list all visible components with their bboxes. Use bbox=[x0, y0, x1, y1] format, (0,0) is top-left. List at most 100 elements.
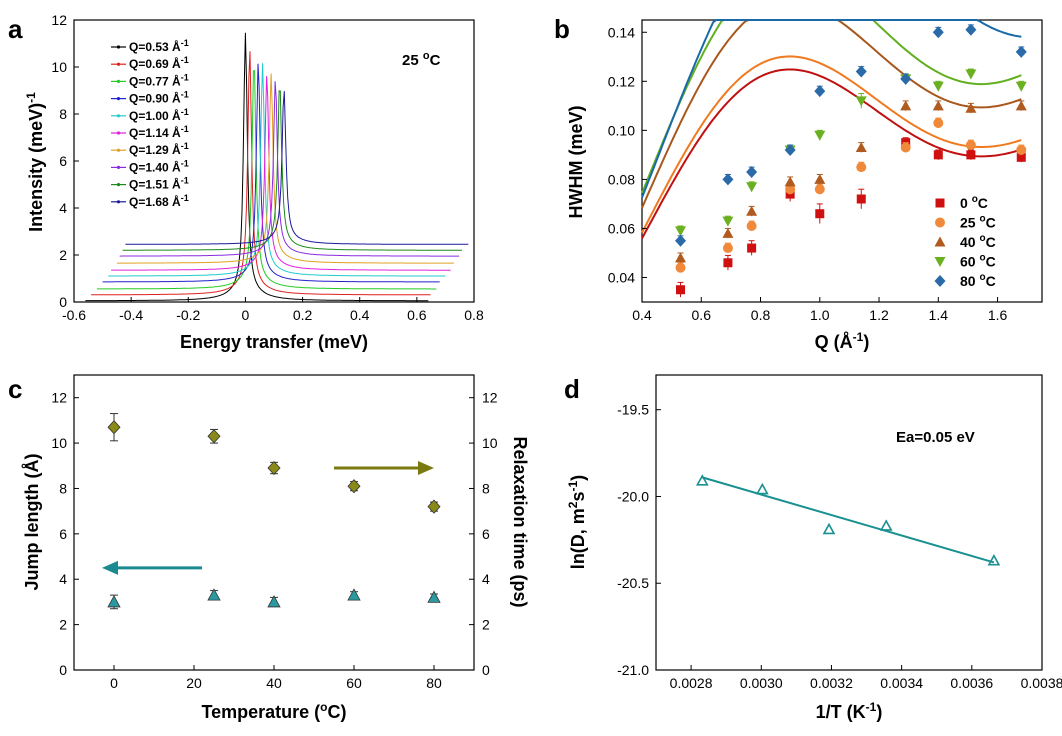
series-line bbox=[119, 81, 460, 257]
y-tick-label: 8 bbox=[482, 480, 490, 496]
x-tick-label: 0.0028 bbox=[670, 675, 713, 691]
fit-curve bbox=[641, 19, 1022, 198]
panel-c-points bbox=[107, 413, 441, 610]
legend-marker bbox=[934, 236, 946, 247]
data-point bbox=[855, 65, 867, 78]
x-tick-label: -0.2 bbox=[176, 307, 200, 323]
panel-d-points bbox=[695, 474, 1001, 566]
data-point bbox=[722, 216, 734, 227]
fit-line bbox=[702, 476, 995, 564]
panel-c-x-ticks: 0 20 40 60 80 bbox=[110, 665, 442, 691]
panel-b-fit-curves bbox=[641, 19, 1022, 239]
y-tick-label: 12 bbox=[51, 390, 67, 406]
panel-d-y-ticks: -21.0 -20.5 -20.0 -19.5 bbox=[617, 402, 661, 678]
legend-label: 60 oC bbox=[960, 253, 996, 270]
y-tick-label: 6 bbox=[482, 526, 490, 542]
data-point bbox=[822, 522, 836, 535]
data-point bbox=[879, 519, 893, 531]
series-line bbox=[108, 63, 446, 277]
x-tick-label: 0.0038 bbox=[1021, 675, 1062, 691]
data-point bbox=[1015, 81, 1027, 92]
y-tick-label: 0.04 bbox=[608, 269, 635, 285]
series-line bbox=[111, 76, 451, 271]
panel-b-letter: b bbox=[554, 14, 570, 44]
x-tick-label: 0 bbox=[242, 307, 250, 323]
series-line bbox=[102, 63, 440, 283]
panel-a-annotation: 25 oC bbox=[402, 50, 441, 69]
data-point bbox=[1015, 100, 1027, 111]
data-point bbox=[675, 252, 687, 263]
x-tick-label: -0.6 bbox=[62, 307, 86, 323]
panel-d-annotation: Ea=0.05 eV bbox=[896, 429, 975, 446]
panel-c-chart: 0 20 40 60 80 0 2 4 6 8 10 12 0 2 4 6 8 10 12 Temperatur… bbox=[22, 374, 530, 722]
legend-label: 25 oC bbox=[960, 214, 996, 231]
data-point bbox=[722, 227, 734, 238]
panel-a-y-axis-label: Intensity (meV)-1 bbox=[24, 92, 46, 232]
x-tick-label: -0.4 bbox=[119, 307, 143, 323]
legend-marker bbox=[116, 45, 121, 49]
x-tick-label: 0.0030 bbox=[740, 675, 783, 691]
x-tick-label: 0.6 bbox=[692, 307, 712, 323]
data-point bbox=[814, 184, 825, 195]
panel-c-x-axis-label: Temperature (oC) bbox=[201, 700, 346, 722]
panel-b-y-axis-label: HWHM (meV) bbox=[566, 106, 586, 219]
legend-label: Q=1.29 Å-1 bbox=[129, 141, 189, 157]
legend-marker bbox=[116, 131, 121, 135]
panel-a-x-axis-label: Energy transfer (meV) bbox=[180, 332, 368, 352]
y-tick-label: 4 bbox=[59, 200, 67, 216]
panel-c-letter: c bbox=[8, 374, 22, 404]
y-tick-label: 8 bbox=[59, 106, 67, 122]
data-point bbox=[933, 117, 944, 128]
data-point bbox=[347, 588, 361, 601]
panel-d-chart: 0.0028 0.0030 0.0032 0.0034 0.0036 0.0038 -21… bbox=[566, 374, 1062, 722]
y-tick-label: 0 bbox=[482, 662, 490, 678]
panel-a-letter: a bbox=[8, 14, 23, 44]
data-point bbox=[932, 26, 944, 39]
data-point bbox=[746, 166, 758, 179]
x-tick-label: 0.8 bbox=[464, 307, 484, 323]
data-point bbox=[722, 243, 733, 254]
x-tick-label: 1.6 bbox=[988, 307, 1008, 323]
y-tick-label: 2 bbox=[59, 247, 67, 263]
panel-b-chart: 0.4 0.6 0.8 1.0 1.2 1.4 1.6 0.040.060.080.100.… bbox=[566, 19, 1043, 352]
legend-label: Q=0.53 Å-1 bbox=[129, 38, 189, 54]
legend-marker bbox=[935, 198, 945, 208]
data-point bbox=[855, 142, 867, 153]
legend-marker bbox=[116, 114, 121, 118]
x-tick-label: 0.4 bbox=[350, 307, 370, 323]
panel-a-chart: -0.6 -0.4 -0.2 0 0.2 0.4 0.6 0.8 0 2 4 6 8 10 12 Q=0.… bbox=[24, 12, 484, 352]
fit-curve bbox=[641, 55, 1022, 234]
legend-marker bbox=[934, 257, 946, 267]
y-tick-label: 2 bbox=[482, 617, 490, 633]
legend-marker bbox=[116, 183, 121, 187]
y-tick-label: 6 bbox=[59, 526, 67, 542]
legend-label: 40 oC bbox=[960, 233, 996, 250]
data-point bbox=[932, 100, 944, 111]
data-point bbox=[1016, 144, 1027, 155]
x-tick-label: 0.0036 bbox=[950, 675, 993, 691]
panel-b-x-ticks: 0.4 0.6 0.8 1.0 1.2 1.4 1.6 bbox=[632, 297, 1007, 323]
series-line bbox=[125, 91, 469, 245]
left-arrow-head bbox=[102, 560, 118, 575]
legend-label: Q=0.69 Å-1 bbox=[129, 55, 189, 71]
x-tick-label: 1.4 bbox=[929, 307, 949, 323]
data-point bbox=[965, 140, 976, 151]
legend-label: Q=1.14 Å-1 bbox=[129, 124, 189, 140]
data-point bbox=[932, 81, 944, 92]
panel-d-fit-line bbox=[702, 476, 995, 564]
x-tick-label: 1.0 bbox=[810, 307, 830, 323]
data-point bbox=[900, 142, 911, 153]
panel-c-y-ticks-right: 0 2 4 6 8 10 12 bbox=[469, 390, 498, 678]
panel-a-legend: Q=0.53 Å-1Q=0.69 Å-1Q=0.77 Å-1 Q=0.90 Å-1… bbox=[111, 38, 189, 209]
x-tick-label: 0.2 bbox=[293, 307, 313, 323]
data-point bbox=[722, 173, 734, 186]
y-tick-label: 10 bbox=[482, 435, 498, 451]
legend-label: Q=1.68 Å-1 bbox=[129, 193, 189, 209]
data-point bbox=[987, 554, 1001, 566]
y-tick-label: 10 bbox=[51, 435, 67, 451]
legend-label: 80 oC bbox=[960, 272, 996, 289]
legend-label: Q=1.51 Å-1 bbox=[129, 176, 189, 192]
y-tick-label: -20.5 bbox=[617, 575, 649, 591]
legend-marker bbox=[116, 79, 121, 83]
